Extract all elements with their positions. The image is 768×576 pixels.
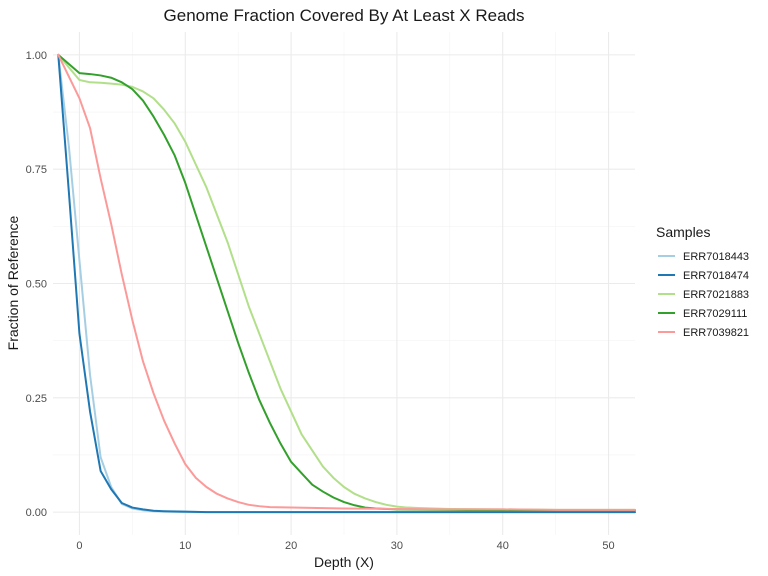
legend-item-ERR7018474: ERR7018474 bbox=[658, 270, 749, 282]
y-tick-label: 0.50 bbox=[26, 279, 47, 291]
series-layer bbox=[57, 53, 636, 514]
chart-title: Genome Fraction Covered By At Least X Re… bbox=[164, 6, 525, 25]
axis-ticks: 0 10 20 30 40 50 0.00 0.25 0.50 0.75 1.00 bbox=[26, 50, 615, 552]
legend-item-ERR7021883: ERR7021883 bbox=[658, 289, 749, 301]
x-tick-label: 20 bbox=[285, 540, 297, 552]
series-line-ERR7021883 bbox=[57, 53, 636, 511]
x-tick-label: 0 bbox=[76, 540, 82, 552]
series-line-ERR7018474 bbox=[57, 53, 636, 514]
y-tick-label: 0.00 bbox=[26, 507, 47, 519]
legend-title: Samples bbox=[656, 224, 710, 240]
y-tick-label: 1.00 bbox=[26, 50, 47, 62]
legend-item-ERR7039821: ERR7039821 bbox=[658, 327, 749, 339]
x-tick-label: 40 bbox=[497, 540, 509, 552]
y-axis-title: Fraction of Reference bbox=[5, 215, 21, 350]
legend-item-ERR7029111: ERR7029111 bbox=[658, 308, 747, 320]
x-tick-label: 50 bbox=[602, 540, 614, 552]
y-tick-label: 0.75 bbox=[26, 164, 47, 176]
legend-label: ERR7029111 bbox=[683, 308, 747, 320]
y-tick-label: 0.25 bbox=[26, 393, 47, 405]
x-tick-label: 10 bbox=[179, 540, 191, 552]
legend-label: ERR7018474 bbox=[683, 270, 749, 282]
legend-label: ERR7039821 bbox=[683, 327, 749, 339]
legend-label: ERR7021883 bbox=[683, 289, 749, 301]
legend-item-ERR7018443: ERR7018443 bbox=[658, 251, 749, 263]
series-line-ERR7039821 bbox=[57, 53, 636, 511]
plot-grid bbox=[53, 32, 635, 535]
series-line-ERR7029111 bbox=[57, 53, 636, 512]
legend-label: ERR7018443 bbox=[683, 251, 749, 263]
legend: Samples ERR7018443 ERR7018474 ERR7021883 ER… bbox=[656, 224, 749, 339]
x-tick-label: 30 bbox=[391, 540, 403, 552]
x-axis-title: Depth (X) bbox=[314, 554, 374, 570]
